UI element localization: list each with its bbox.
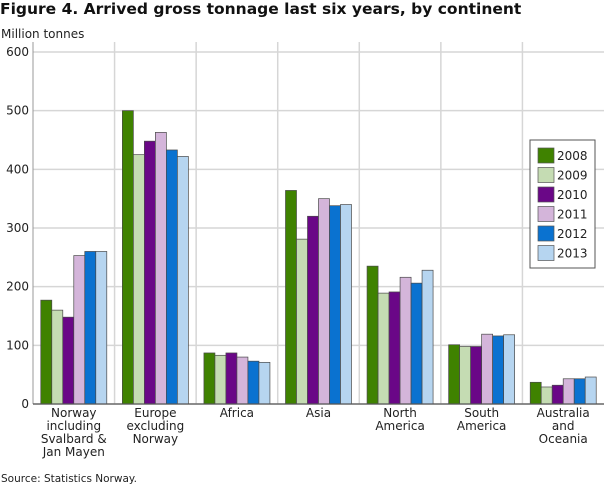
x-tick-label: Asia [306, 406, 331, 420]
x-tick-label: North America [375, 406, 425, 433]
bar-2009 [51, 309, 64, 405]
bar-2013 [584, 376, 597, 405]
legend-label: 2012 [557, 227, 588, 241]
x-tick-label: South America [457, 406, 507, 433]
y-tick-label: 400 [6, 162, 29, 176]
legend-label: 2008 [557, 149, 588, 163]
legend-swatch [537, 186, 555, 203]
legend-swatch [537, 245, 555, 261]
legend-label: 2010 [557, 188, 588, 202]
y-axis-label: Million tonnes [1, 27, 85, 41]
bar-2013 [421, 269, 434, 405]
bar-2009 [377, 292, 390, 405]
bar-2009 [133, 154, 145, 405]
legend-label: 2009 [557, 169, 588, 183]
bar-2013 [177, 156, 189, 405]
bar-2009 [459, 346, 471, 405]
bar-2011 [562, 378, 575, 405]
bar-2008 [203, 352, 216, 405]
bar-2013 [95, 251, 108, 405]
chart-title: Figure 4. Arrived gross tonnage last six… [0, 0, 522, 18]
legend-swatch [537, 147, 555, 164]
bar-2012 [573, 378, 586, 405]
y-tick-label: 500 [6, 104, 29, 118]
y-tick-label: 100 [6, 338, 29, 352]
bar-2008 [529, 381, 542, 405]
bar-2009 [214, 354, 227, 405]
bar-2013 [258, 361, 271, 405]
bar-2013 [503, 334, 515, 405]
x-tick-label: Australia and Oceania [537, 406, 590, 446]
bar-2010 [307, 215, 319, 405]
y-tick-label: 0 [21, 397, 29, 411]
bar-2011 [155, 132, 167, 405]
bar-2010 [225, 352, 238, 405]
bar-2012 [166, 149, 178, 405]
bar-2010 [470, 346, 482, 405]
bar-2010 [144, 140, 156, 405]
bar-2009 [296, 238, 308, 405]
bar-2013 [340, 204, 352, 405]
bar-2011 [318, 198, 330, 405]
legend-swatch [537, 225, 555, 242]
y-tick-label: 600 [6, 45, 29, 59]
bar-2010 [62, 316, 75, 405]
x-tick-label: Norway including Svalbard & Jan Mayen [41, 406, 107, 459]
x-tick-label: Europe excluding Norway [126, 406, 184, 446]
bar-2008 [448, 344, 460, 405]
legend-swatch [537, 206, 555, 222]
bar-2010 [388, 291, 401, 405]
bar-2011 [481, 333, 493, 405]
bar-2012 [329, 205, 341, 405]
bar-2012 [84, 251, 97, 405]
legend-swatch [537, 167, 555, 183]
bar-2008 [366, 265, 379, 405]
legend-label: 2011 [557, 208, 588, 222]
bar-2012 [247, 360, 260, 405]
bar-2011 [399, 276, 412, 405]
y-tick-label: 300 [6, 221, 29, 235]
bar-2011 [73, 255, 86, 405]
bar-2008 [285, 190, 297, 405]
source-note: Source: Statistics Norway. [1, 473, 137, 485]
bar-2008 [122, 110, 134, 405]
y-tick-label: 200 [6, 280, 29, 294]
bar-2012 [410, 282, 423, 405]
bar-2012 [492, 335, 504, 405]
bar-2008 [40, 299, 53, 405]
legend-label: 2013 [557, 247, 588, 261]
bar-2011 [236, 356, 249, 405]
bar-2009 [540, 386, 553, 405]
bar-2010 [551, 384, 564, 405]
x-tick-label: Africa [220, 406, 254, 420]
